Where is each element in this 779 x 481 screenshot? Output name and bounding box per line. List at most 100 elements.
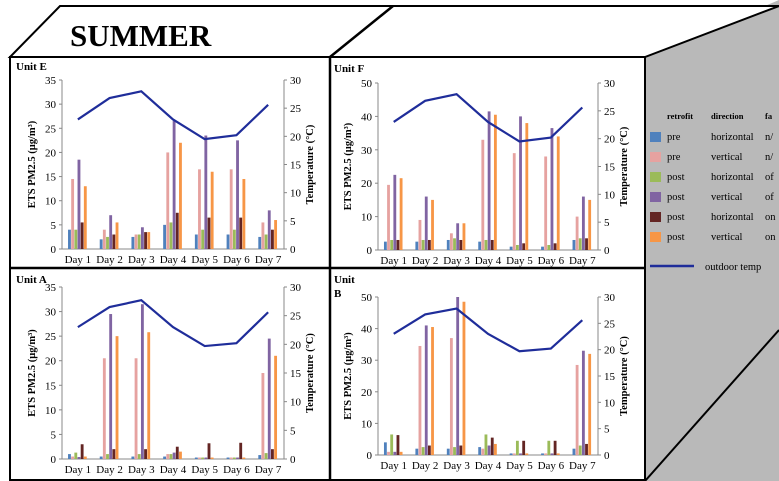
bar-s2-d0 xyxy=(74,452,78,459)
bar-s1-d4 xyxy=(512,453,516,455)
bar-s1-d3 xyxy=(166,454,170,459)
panel-label: Unit xyxy=(334,274,355,286)
x-tick-label: Day 7 xyxy=(255,254,282,266)
bar-s2-d3 xyxy=(169,222,173,249)
bar-s0-d1 xyxy=(415,241,419,250)
y2-tick-label: 30 xyxy=(604,292,616,304)
x-tick-label: Day 6 xyxy=(223,254,250,266)
bar-s5-d0 xyxy=(83,186,87,249)
y2-tick-label: 10 xyxy=(290,188,302,200)
legend-direction: vertical xyxy=(711,152,743,163)
y2-tick-label: 5 xyxy=(604,217,610,229)
bar-s3-d5 xyxy=(550,453,554,455)
bar-s5-d0 xyxy=(399,178,403,250)
y2-tick-label: 10 xyxy=(604,189,616,201)
bar-s5-d3 xyxy=(179,451,182,459)
bar-s4-d5 xyxy=(239,217,243,249)
bar-s5-d2 xyxy=(462,301,466,455)
y-axis-title: ETS PM2.5 (μg/m³) xyxy=(343,122,354,210)
box-top-divider xyxy=(329,5,394,58)
bar-s4-d3 xyxy=(175,446,179,459)
x-tick-label: Day 3 xyxy=(443,460,470,472)
bar-s3-d2 xyxy=(140,304,144,459)
bar-s2-d2 xyxy=(453,238,456,250)
bar-s1-d1 xyxy=(102,358,106,459)
bar-s1-d4 xyxy=(198,457,201,459)
bar-s4-d0 xyxy=(396,435,400,455)
panel-label: Unit E xyxy=(16,61,47,73)
bar-s1-d5 xyxy=(229,457,233,459)
outdoor-temp-line xyxy=(77,90,269,141)
bar-s4-d4 xyxy=(207,217,211,249)
y2-tick-label: 5 xyxy=(290,425,296,437)
bar-s3-d1 xyxy=(424,325,428,455)
bar-s3-d0 xyxy=(393,451,397,455)
legend-fan: on xyxy=(765,232,776,243)
x-tick-label: Day 2 xyxy=(412,255,439,267)
y-tick-label: 30 xyxy=(45,99,57,111)
bar-s5-d0 xyxy=(399,451,403,455)
bar-s1-d5 xyxy=(544,156,548,250)
legend-swatch xyxy=(650,192,661,202)
legend: retrofit direction fa pre horizontal n/pre ver… xyxy=(650,111,776,273)
bar-s3-d3 xyxy=(487,445,491,455)
bar-s3-d2 xyxy=(140,227,144,249)
bar-s1-d0 xyxy=(387,451,390,455)
y2-axis-title: Temperature (°C) xyxy=(305,124,316,204)
x-tick-label: Day 3 xyxy=(128,464,155,476)
bar-s5-d2 xyxy=(462,223,466,250)
y2-tick-label: 0 xyxy=(604,450,610,462)
legend-direction: vertical xyxy=(711,192,743,203)
bar-s4-d3 xyxy=(490,239,494,250)
bar-s3-d6 xyxy=(581,350,585,455)
y-tick-label: 10 xyxy=(45,196,57,208)
legend-direction: vertical xyxy=(711,232,743,243)
x-tick-label: Day 3 xyxy=(128,254,155,266)
bar-s1-d0 xyxy=(71,178,75,249)
legend-direction: horizontal xyxy=(711,132,754,143)
bar-s1-d3 xyxy=(481,448,485,455)
y-tick-label: 10 xyxy=(361,418,373,430)
bar-s3-d0 xyxy=(393,174,397,250)
y-tick-label: 30 xyxy=(361,355,373,367)
bar-s3-d1 xyxy=(109,215,113,249)
y-tick-label: 15 xyxy=(45,172,57,184)
bar-s5-d6 xyxy=(588,199,592,250)
y-tick-label: 30 xyxy=(361,145,373,157)
legend-swatch xyxy=(650,172,661,182)
y-tick-label: 40 xyxy=(361,324,373,336)
bar-s2-d3 xyxy=(484,434,488,455)
chart-panel-1: Unit F 0 10 20 30 40 50 0 5 10 15 20 25 30 ETS PM2.5 (… xyxy=(334,63,630,267)
bar-s1-d1 xyxy=(418,219,422,250)
bar-s2-d5 xyxy=(547,244,551,250)
bar-s1-d6 xyxy=(575,364,579,455)
bar-s0-d6 xyxy=(572,239,576,250)
legend-header: fa xyxy=(765,111,773,121)
legend-retrofit: post xyxy=(667,212,685,223)
y-tick-label: 35 xyxy=(45,282,57,294)
bar-s2-d5 xyxy=(232,457,236,459)
y2-tick-label: 25 xyxy=(604,106,616,118)
bar-s4-d4 xyxy=(522,243,526,250)
x-tick-label: Day 1 xyxy=(65,254,92,266)
bar-s3-d0 xyxy=(77,457,81,459)
bar-s5-d1 xyxy=(431,199,434,250)
bar-s1-d2 xyxy=(449,233,453,250)
bar-s5-d0 xyxy=(83,456,87,459)
x-tick-label: Day 7 xyxy=(569,255,596,267)
y-tick-label: 20 xyxy=(45,356,57,368)
legend-swatch xyxy=(650,232,661,242)
bar-s5-d4 xyxy=(210,457,214,459)
bar-s5-d6 xyxy=(274,355,278,459)
bar-s0-d0 xyxy=(383,442,387,455)
y2-tick-label: 15 xyxy=(604,371,616,383)
bar-s0-d0 xyxy=(68,454,71,459)
y2-tick-label: 10 xyxy=(290,397,302,409)
y2-tick-label: 15 xyxy=(604,162,616,174)
panel-label: Unit A xyxy=(16,274,47,286)
x-tick-label: Day 5 xyxy=(506,255,533,267)
bar-s4-d0 xyxy=(80,222,84,249)
y-tick-label: 5 xyxy=(51,429,57,441)
bar-s2-d4 xyxy=(201,229,205,249)
bar-s0-d1 xyxy=(415,448,419,455)
